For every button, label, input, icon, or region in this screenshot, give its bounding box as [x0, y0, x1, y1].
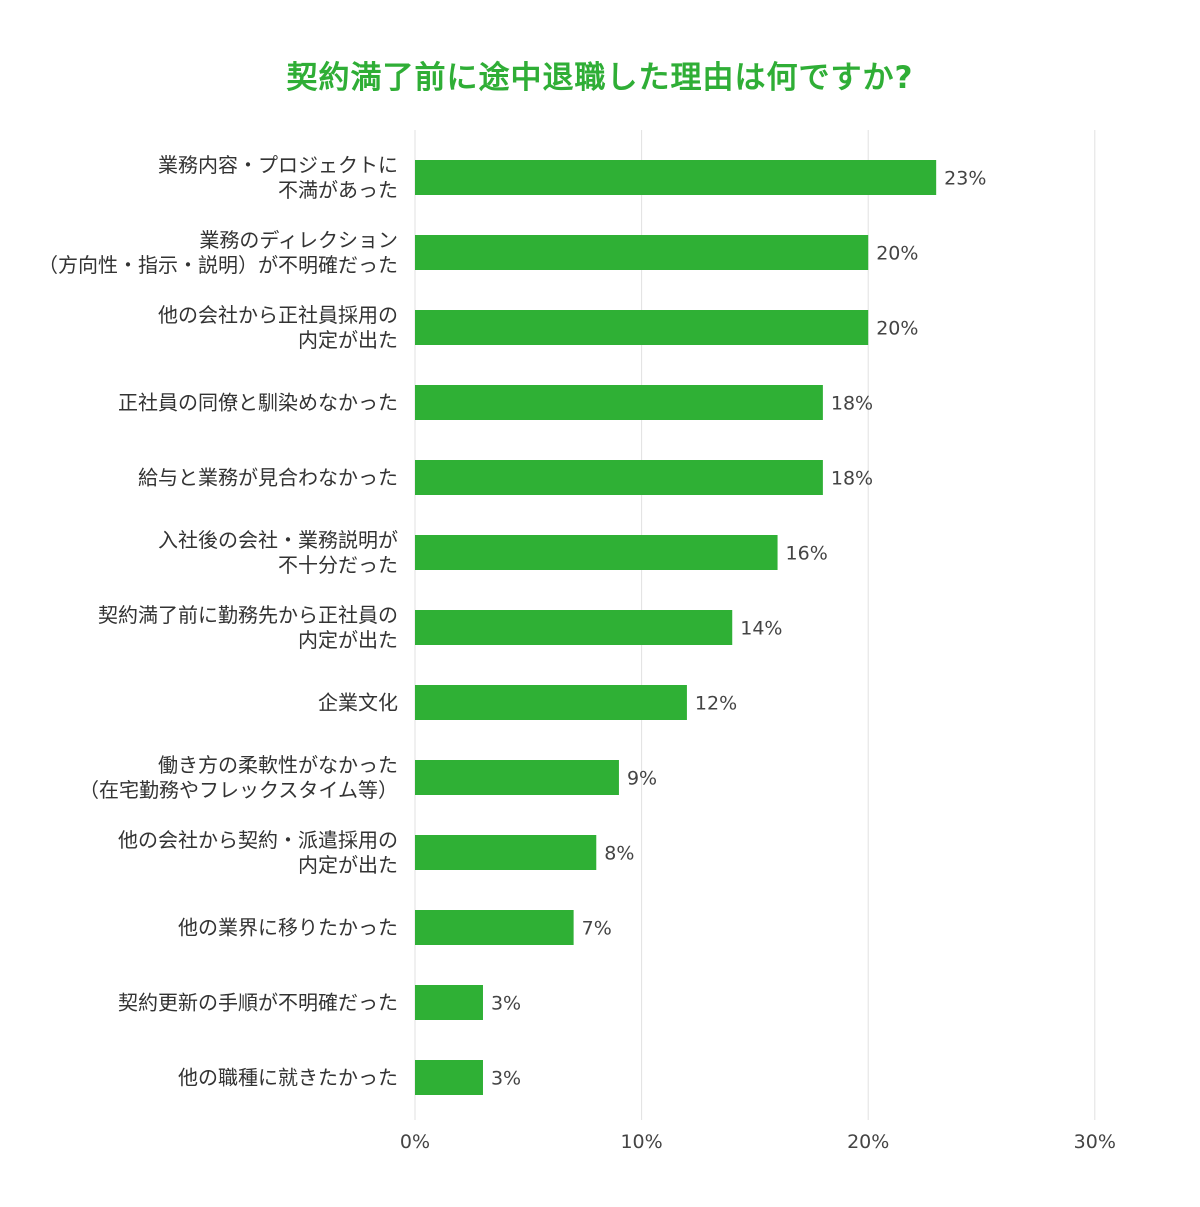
bar [415, 1060, 483, 1095]
category-label: 業務のディレクション [199, 228, 398, 252]
bar [415, 385, 823, 420]
value-label: 3% [491, 993, 521, 1015]
category-label: 不満があった [278, 178, 398, 202]
bars [415, 160, 937, 1095]
x-tick-label: 0% [400, 1131, 430, 1153]
category-label: 不十分だった [278, 553, 398, 577]
category-label: 正社員の同僚と馴染めなかった [118, 391, 398, 415]
category-label: （在宅勤務やフレックスタイム等） [79, 778, 398, 802]
bar [415, 235, 869, 270]
x-tick-label: 30% [1074, 1131, 1116, 1153]
value-label: 12% [695, 693, 737, 715]
category-label: 他の会社から正社員採用の [158, 303, 398, 327]
category-label: 働き方の柔軟性がなかった [158, 753, 398, 777]
category-label: 給与と業務が見合わなかった [138, 466, 398, 490]
bar [415, 910, 574, 945]
bar [415, 760, 619, 795]
category-label: （方向性・指示・説明）が不明確だった [38, 253, 398, 277]
category-label: 入社後の会社・業務説明が [158, 528, 398, 552]
category-label: 他の職種に就きたかった [178, 1066, 398, 1090]
bar [415, 610, 733, 645]
value-label: 20% [876, 318, 918, 340]
category-label: 他の会社から契約・派遣採用の [118, 828, 398, 852]
value-label: 9% [627, 768, 657, 790]
bar [415, 535, 778, 570]
category-label: 内定が出た [298, 853, 398, 877]
bar [415, 460, 823, 495]
category-labels: 業務内容・プロジェクトに不満があった業務のディレクション（方向性・指示・説明）が… [38, 153, 398, 1090]
category-label: 他の業界に移りたかった [178, 916, 398, 940]
value-label: 18% [831, 468, 873, 490]
value-labels: 23% 20% 20% 18% 18% 16% 14% 12% 9% 8% 7% 3% 3% [491, 168, 986, 1090]
value-label: 20% [876, 243, 918, 265]
bar [415, 685, 687, 720]
value-label: 16% [786, 543, 828, 565]
bar [415, 160, 937, 195]
bar [415, 835, 597, 870]
category-label: 契約満了前に勤務先から正社員の [98, 603, 398, 627]
bar [415, 985, 483, 1020]
value-label: 23% [944, 168, 986, 190]
bar [415, 310, 869, 345]
x-tick-label: 10% [620, 1131, 662, 1153]
x-axis-ticks: 0% 10% 20% 30% [400, 1131, 1116, 1153]
x-tick-label: 20% [847, 1131, 889, 1153]
category-label: 内定が出た [298, 328, 398, 352]
category-label: 契約更新の手順が不明確だった [118, 991, 398, 1015]
category-label: 業務内容・プロジェクトに [158, 153, 398, 177]
value-label: 7% [582, 918, 612, 940]
chart-title: 契約満了前に途中退職した理由は何ですか? [286, 60, 914, 96]
category-label: 企業文化 [318, 691, 398, 715]
value-label: 8% [604, 843, 634, 865]
category-label: 内定が出た [298, 628, 398, 652]
value-label: 14% [740, 618, 782, 640]
value-label: 3% [491, 1068, 521, 1090]
value-label: 18% [831, 393, 873, 415]
